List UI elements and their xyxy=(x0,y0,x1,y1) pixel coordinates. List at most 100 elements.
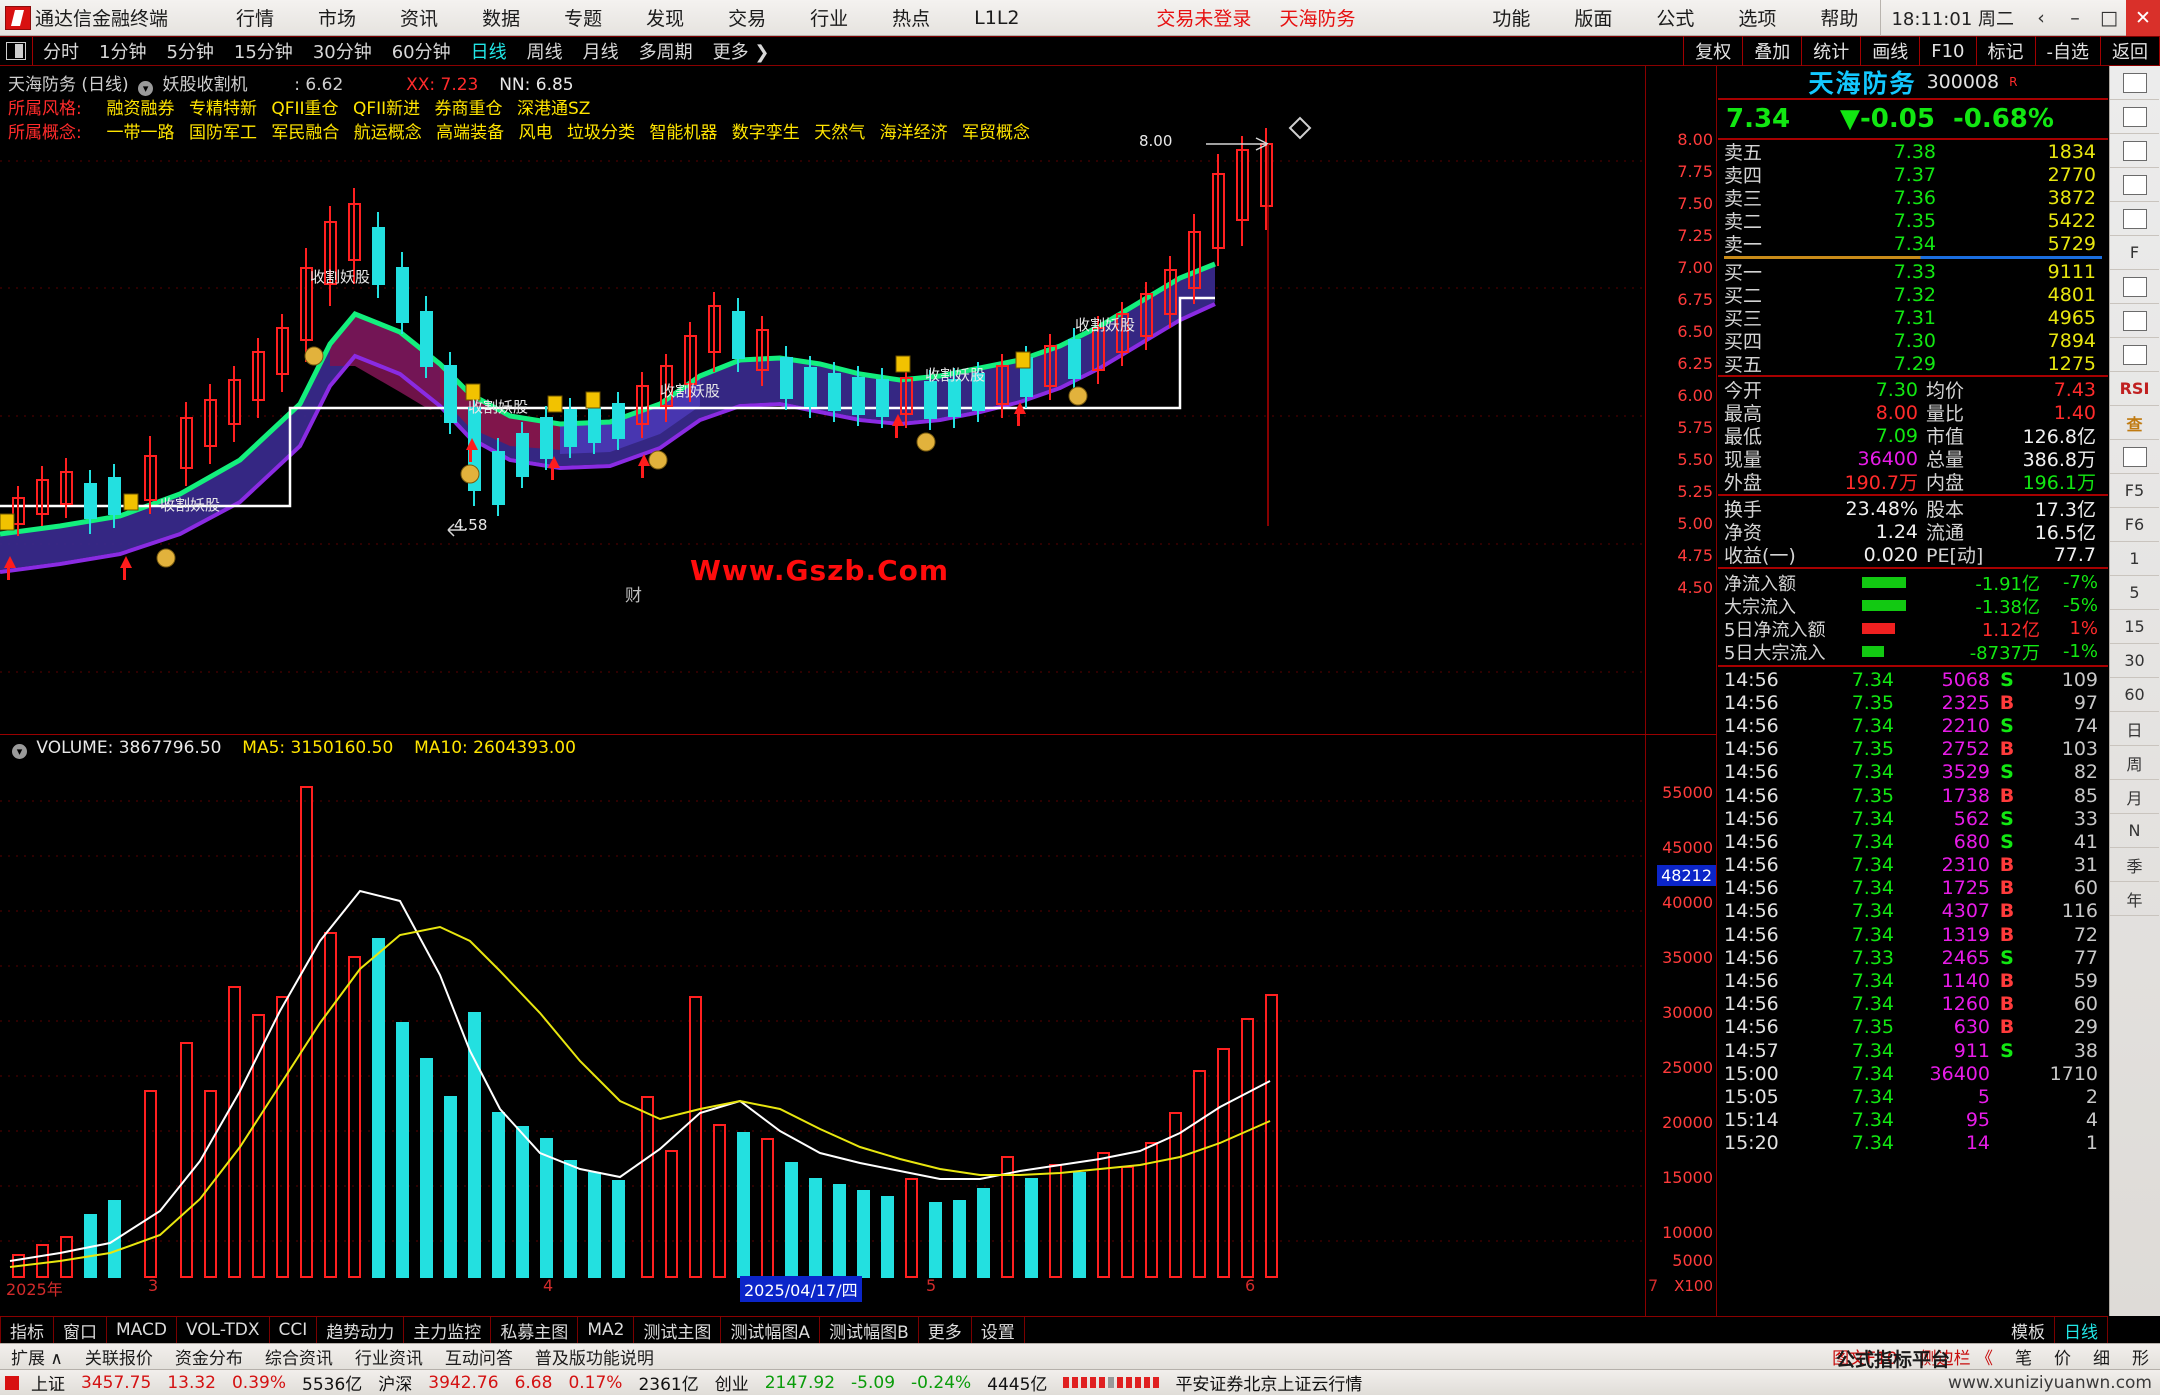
toolbar-back-button[interactable]: 返回 xyxy=(2100,36,2160,66)
bid-row[interactable]: 买二 7.32 4801 xyxy=(1718,283,2108,308)
menu-item-help[interactable]: 帮助 xyxy=(1820,8,1859,30)
indicator-vol-tdx[interactable]: VOL-TDX xyxy=(177,1316,270,1344)
rail-f6-icon[interactable]: F6 xyxy=(2110,508,2159,542)
concept-tag[interactable]: 海洋经济 xyxy=(879,123,948,143)
toolbar-drawline-button[interactable]: 画线 xyxy=(1860,36,1919,66)
concept-tag[interactable]: 数字孪生 xyxy=(731,123,800,143)
current-stock-alert[interactable]: 天海防务 xyxy=(1279,8,1356,30)
concept-tag[interactable]: 风电 xyxy=(518,123,553,143)
style-tag[interactable]: 深港通SZ xyxy=(516,99,591,119)
rail-candles-icon[interactable] xyxy=(2110,168,2159,202)
window-maximize-button[interactable]: □ xyxy=(2100,6,2118,29)
bid-row[interactable]: 买三 7.31 4965 xyxy=(1718,306,2108,331)
rail-period-day[interactable]: 日 xyxy=(2110,712,2159,746)
bid-row[interactable]: 买四 7.30 7894 xyxy=(1718,329,2108,354)
concept-tag[interactable]: 天然气 xyxy=(814,123,866,143)
period-intraday[interactable]: 分时 xyxy=(43,42,79,63)
indicator-test-main[interactable]: 测试主图 xyxy=(634,1316,722,1344)
period-more[interactable]: 更多 ❯ xyxy=(712,42,770,63)
concept-tag[interactable]: 军贸概念 xyxy=(962,123,1031,143)
indicator-ma2[interactable]: MA2 xyxy=(578,1316,635,1344)
concept-tag[interactable]: 高端装备 xyxy=(436,123,505,143)
menu-item-quotes[interactable]: 行情 xyxy=(236,8,275,30)
rail-f10-icon[interactable]: F xyxy=(2110,236,2159,270)
menu-item-data[interactable]: 数据 xyxy=(482,8,521,30)
indicator-trend-power[interactable]: 趋势动力 xyxy=(317,1316,405,1344)
rail-board-icon[interactable] xyxy=(2110,304,2159,338)
concept-tag[interactable]: 航运概念 xyxy=(353,123,422,143)
toolbar-overlay-button[interactable]: 叠加 xyxy=(1742,36,1801,66)
ask-row[interactable]: 卖五 7.38 1834 xyxy=(1718,140,2108,165)
menu-item-topic[interactable]: 专题 xyxy=(564,8,603,30)
period-5min[interactable]: 5分钟 xyxy=(166,42,214,63)
current-period-label[interactable]: 日线 xyxy=(2055,1316,2108,1344)
indicator-macd[interactable]: MACD xyxy=(107,1316,177,1344)
rail-period-30[interactable]: 30 xyxy=(2110,644,2159,678)
period-monthly[interactable]: 月线 xyxy=(582,42,619,63)
menu-item-options[interactable]: 选项 xyxy=(1738,8,1777,30)
f10-report-button[interactable]: 图文F10 xyxy=(1832,1349,1898,1369)
style-tag[interactable]: QFII新进 xyxy=(352,99,421,119)
rail-list-icon[interactable] xyxy=(2110,100,2159,134)
rail-period-15[interactable]: 15 xyxy=(2110,610,2159,644)
rail-chart-icon[interactable] xyxy=(2110,134,2159,168)
period-15min[interactable]: 15分钟 xyxy=(233,42,293,63)
index-name[interactable]: 沪深 xyxy=(378,1375,413,1395)
index-name[interactable]: 上证 xyxy=(31,1375,65,1395)
concept-tag[interactable]: 智能机器 xyxy=(649,123,718,143)
detail-view-button[interactable]: 细 xyxy=(2093,1349,2110,1369)
rail-search-icon[interactable]: 查 xyxy=(2110,406,2159,440)
indicator-menu-button[interactable]: 指标 xyxy=(0,1316,54,1344)
price-view-button[interactable]: 价 xyxy=(2054,1349,2071,1369)
style-tag[interactable]: 专精特新 xyxy=(188,99,257,119)
industry-news-button[interactable]: 行业资讯 xyxy=(354,1349,423,1369)
indicator-test-sub-b[interactable]: 测试幅图B xyxy=(820,1316,919,1344)
indicator-main-monitor[interactable]: 主力监控 xyxy=(404,1316,492,1344)
rail-period-quarter[interactable]: 季 xyxy=(2110,848,2159,882)
rail-period-n[interactable]: N xyxy=(2110,814,2159,848)
fund-distribution-button[interactable]: 资金分布 xyxy=(174,1349,243,1369)
chevron-down-icon[interactable]: ▾ xyxy=(138,81,154,96)
volume-pane[interactable]: ▾ VOLUME: 3867796.50 MA5: 3150160.50 MA1… xyxy=(0,734,1717,1317)
rail-multi-icon[interactable] xyxy=(2110,338,2159,372)
concept-tag[interactable]: 垃圾分类 xyxy=(566,123,635,143)
layout-toggle-icon[interactable] xyxy=(6,42,26,60)
rail-period-60[interactable]: 60 xyxy=(2110,678,2159,712)
expand-button[interactable]: 扩展 ∧ xyxy=(11,1349,63,1369)
rail-period-5[interactable]: 5 xyxy=(2110,576,2159,610)
rail-period-year[interactable]: 年 xyxy=(2110,882,2159,916)
ask-row[interactable]: 卖二 7.35 5422 xyxy=(1718,209,2108,234)
indicator-settings[interactable]: 设置 xyxy=(972,1316,1025,1344)
bid-row[interactable]: 买五 7.29 1275 xyxy=(1718,352,2108,377)
period-30min[interactable]: 30分钟 xyxy=(312,42,372,63)
menu-item-function[interactable]: 功能 xyxy=(1492,8,1531,30)
sidebar-toggle-button[interactable]: 侧边栏 《 xyxy=(1919,1349,1993,1369)
window-back-button[interactable]: ‹ xyxy=(2037,6,2045,29)
rail-period-month[interactable]: 月 xyxy=(2110,780,2159,814)
rail-period-week[interactable]: 周 xyxy=(2110,746,2159,780)
toolbar-statistics-button[interactable]: 统计 xyxy=(1801,36,1860,66)
indicator-private-main[interactable]: 私募主图 xyxy=(491,1316,579,1344)
indicator-test-sub-a[interactable]: 测试幅图A xyxy=(721,1316,821,1344)
toolbar-f10-button[interactable]: F10 xyxy=(1919,36,1975,66)
index-name[interactable]: 创业 xyxy=(714,1375,749,1395)
rail-grid-icon[interactable] xyxy=(2110,66,2159,100)
shape-view-button[interactable]: 形 xyxy=(2132,1349,2149,1369)
rail-f5-icon[interactable]: F5 xyxy=(2110,474,2159,508)
kline-pane[interactable]: 天海防务 (日线) ▾ 妖股收割机 : 6.62 XX: 7.23 NN: 6.… xyxy=(0,66,1717,734)
interactive-qa-button[interactable]: 互动问答 xyxy=(444,1349,513,1369)
menu-item-industry[interactable]: 行业 xyxy=(810,8,849,30)
chart-area[interactable]: 天海防务 (日线) ▾ 妖股收割机 : 6.62 XX: 7.23 NN: 6.… xyxy=(0,66,1717,1317)
period-60min[interactable]: 60分钟 xyxy=(391,42,451,63)
concept-tag[interactable]: 国防军工 xyxy=(188,123,257,143)
menu-item-hotspot[interactable]: 热点 xyxy=(892,8,931,30)
indicator-cci[interactable]: CCI xyxy=(270,1316,318,1344)
period-multi[interactable]: 多周期 xyxy=(638,42,693,63)
ask-row[interactable]: 卖四 7.37 2770 xyxy=(1718,163,2108,188)
rail-level-icon[interactable] xyxy=(2110,270,2159,304)
toolbar-watchlist-button[interactable]: -自选 xyxy=(2034,36,2101,66)
style-tag[interactable]: 券商重仓 xyxy=(434,99,503,119)
kline-indicator-name[interactable]: 妖股收割机 xyxy=(162,75,248,95)
window-minimize-button[interactable]: – xyxy=(2070,6,2080,29)
bid-row[interactable]: 买一 7.33 9111 xyxy=(1718,260,2108,285)
